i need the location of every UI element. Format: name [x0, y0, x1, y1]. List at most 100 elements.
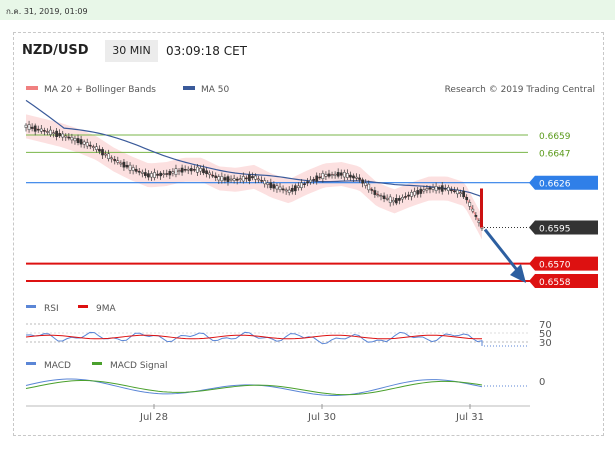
timestamp: ก.ค. 31, 2019, 01:09	[6, 7, 88, 16]
candle-body	[73, 138, 77, 142]
candle-body	[257, 178, 260, 181]
x-tick-jul30: Jul 30	[307, 412, 336, 423]
candle-body	[226, 176, 230, 182]
candle-body	[189, 168, 193, 172]
rsi-ma-line	[25, 334, 483, 340]
credit-text: Research © 2019 Trading Central	[445, 85, 595, 95]
candle-body	[477, 220, 481, 223]
candle-body	[413, 191, 417, 196]
candle-body	[49, 129, 52, 135]
candle-body	[88, 144, 92, 147]
candle-body	[465, 196, 469, 201]
macd-line	[25, 378, 483, 396]
macd-signal-legend-label: MACD Signal	[110, 361, 168, 371]
candle-body	[192, 169, 196, 171]
candle-body	[110, 157, 114, 160]
candle-body	[315, 175, 319, 182]
candle-body	[410, 191, 413, 197]
candle-body	[125, 164, 129, 168]
ma20-legend-swatch	[26, 86, 38, 90]
candle-body	[349, 174, 352, 178]
candle-body	[401, 197, 404, 200]
forecast-arrow-head	[510, 264, 526, 283]
candle-body	[39, 128, 43, 132]
candle-body	[116, 160, 120, 163]
candle-body	[199, 167, 202, 172]
candle-body	[358, 177, 361, 180]
candle-body	[468, 202, 472, 207]
timeframe-badge[interactable]: 30 MIN	[105, 40, 158, 62]
candle-body	[425, 188, 429, 191]
level-label-0.6558: 0.6558	[539, 278, 571, 288]
candle-body	[46, 131, 49, 133]
candle-body	[238, 178, 242, 180]
level-tag-0.6595	[529, 220, 598, 235]
rsi-tick-50: 50	[539, 329, 552, 340]
candle-body	[79, 139, 83, 145]
pair-title: NZD/USD	[22, 43, 89, 58]
candle-body	[55, 130, 58, 137]
candle-body	[290, 187, 294, 192]
candle-body	[211, 174, 215, 177]
candle-body	[217, 176, 221, 181]
candle-body	[345, 173, 349, 178]
macd-legend-label: MACD	[44, 361, 71, 371]
candle-body	[150, 173, 153, 178]
candle-body	[43, 130, 46, 132]
candle-body	[171, 171, 175, 174]
candle-body	[208, 172, 211, 175]
candle-body	[140, 171, 144, 174]
candle-body	[30, 126, 34, 129]
candle-body	[385, 198, 389, 200]
candle-body	[241, 176, 245, 182]
candle-body	[333, 173, 337, 176]
timestamp-bar: ก.ค. 31, 2019, 01:09	[0, 0, 615, 20]
candle-body	[196, 166, 199, 173]
candle-body	[174, 168, 178, 175]
rsi-legend-label: RSI	[44, 304, 59, 314]
rsi-tick-70: 70	[539, 320, 552, 331]
candle-body	[229, 178, 233, 181]
candle-body	[52, 132, 55, 134]
level-tag-0.6558	[529, 274, 598, 288]
candle-body	[122, 161, 126, 168]
price-levels: 0.6659 0.6647 0.6626 0.6595 0.6570 0.6558	[26, 132, 598, 288]
candle-body	[352, 175, 355, 179]
candle-body	[327, 173, 331, 177]
candle-body	[281, 188, 285, 191]
candle-body	[450, 189, 453, 192]
candle-body	[104, 153, 107, 156]
level-label-0.6570: 0.6570	[539, 261, 571, 271]
candle-body	[101, 149, 104, 156]
candle-body	[269, 182, 273, 189]
candle-body	[260, 180, 264, 182]
candle-body	[376, 194, 380, 196]
candle-body	[27, 124, 31, 130]
rsi-ma-legend-label: 9MA	[96, 304, 116, 314]
forecast-arrow-shaft	[483, 228, 519, 271]
candle-body	[168, 171, 172, 176]
candle-body	[342, 172, 346, 178]
candle-body	[434, 186, 438, 191]
candle-body	[159, 172, 163, 177]
candle-body	[153, 172, 156, 178]
candle-body	[388, 196, 392, 203]
candle-body	[202, 168, 205, 174]
candle-body	[76, 138, 80, 143]
candle-body	[82, 141, 86, 145]
rsi-tick-30: 30	[539, 338, 552, 349]
candle-body	[275, 185, 279, 190]
ma50-legend-swatch	[183, 86, 195, 90]
candle-body	[85, 142, 89, 147]
ma50-path	[25, 99, 483, 198]
candle-body	[330, 174, 334, 176]
candle-body	[419, 188, 423, 194]
macd-panel	[25, 378, 528, 396]
candle-body	[459, 192, 462, 195]
candle-body	[391, 199, 395, 203]
bollinger-bands	[25, 114, 483, 240]
candle-body	[244, 177, 248, 180]
candle-body	[297, 185, 300, 188]
candle-body	[364, 182, 368, 186]
